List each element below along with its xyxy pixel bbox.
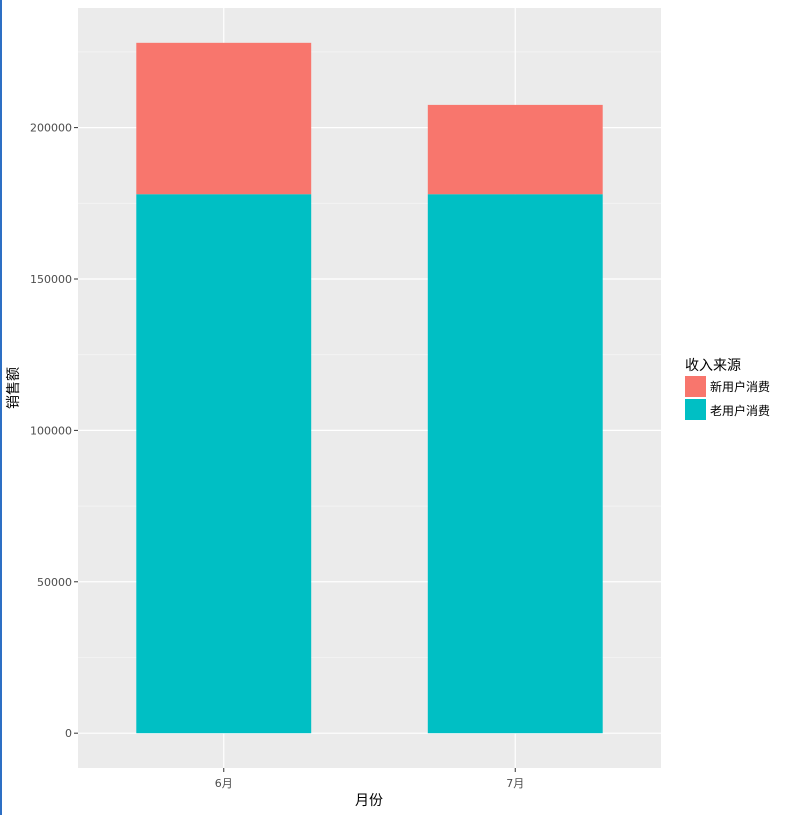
bars bbox=[136, 42, 603, 734]
legend-label-new-users: 新用户消费 bbox=[710, 379, 770, 394]
legend: 收入来源 新用户消费 老用户消费 bbox=[685, 358, 770, 420]
legend-title: 收入来源 bbox=[685, 358, 741, 374]
window-left-edge bbox=[0, 0, 2, 815]
y-tick-label: 50000 bbox=[37, 576, 72, 589]
x-axis-ticks: 6月 7月 bbox=[215, 768, 524, 790]
y-tick-label: 200000 bbox=[30, 122, 72, 135]
legend-key-new-users bbox=[685, 376, 706, 397]
bar-segment bbox=[136, 194, 312, 734]
bar-segment bbox=[427, 104, 603, 195]
y-tick-label: 100000 bbox=[30, 424, 72, 437]
y-axis-ticks: 0 50000 100000 150000 200000 bbox=[30, 122, 78, 740]
legend-key-old-users bbox=[685, 399, 706, 420]
y-tick-label: 150000 bbox=[30, 273, 72, 286]
y-axis-title: 销售额 bbox=[6, 367, 22, 409]
x-tick-label: 6月 bbox=[215, 777, 233, 790]
bar-segment bbox=[427, 194, 603, 734]
legend-label-old-users: 老用户消费 bbox=[710, 403, 770, 418]
x-tick-label: 7月 bbox=[506, 777, 524, 790]
bar-segment bbox=[136, 42, 312, 195]
y-tick-label: 0 bbox=[65, 727, 72, 740]
x-axis-title: 月份 bbox=[355, 793, 383, 809]
